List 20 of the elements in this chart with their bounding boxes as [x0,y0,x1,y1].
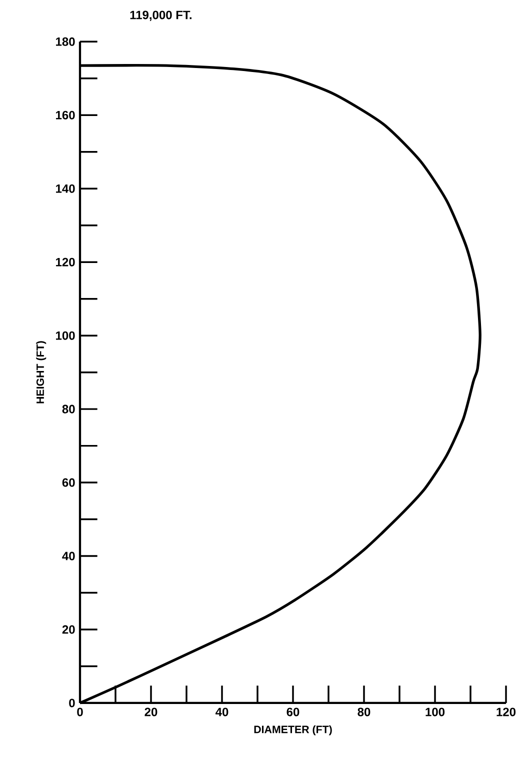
x-tick-label: 120 [496,708,516,716]
y-tick-label: 160 [56,110,75,120]
y-tick-label: 60 [62,478,75,487]
y-tick-label: 40 [62,552,75,560]
y-tick-label: 0 [69,698,75,708]
y-tick-label: 100 [56,331,75,340]
chart-title: 119,000 FT. [130,10,192,21]
y-tick-label: 80 [62,404,75,414]
x-axis-title: DIAMETER (FT) [254,725,332,736]
x-tick-label: 60 [286,708,300,716]
x-tick-label: 20 [144,708,158,716]
x-tick-label: 80 [358,708,370,716]
y-tick-label: 140 [56,184,75,193]
y-tick-label: 20 [62,625,75,634]
y-tick-label: 180 [56,37,75,46]
x-tick-label: 100 [426,708,445,716]
y-tick-label: 120 [56,258,75,266]
x-tick-label: 0 [77,708,83,716]
x-tick-label: 40 [216,708,228,716]
y-axis-title: HEIGHT (FT) [36,341,46,404]
